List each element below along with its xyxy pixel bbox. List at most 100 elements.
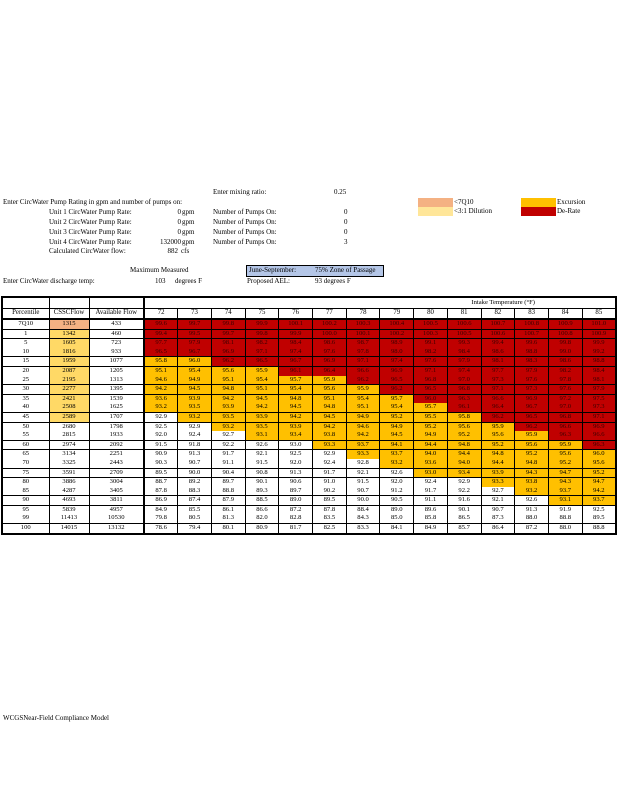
percentile-header: Percentile: [1, 308, 49, 320]
temp-cell-85: 97.9: [581, 384, 616, 395]
available-flow-cell: 1395: [88, 384, 144, 395]
table-row: 99 11413 10530 79.8 80.5 81.3 82.0 82.8 83.5 84.3…: [1, 514, 616, 524]
temp-cell-78: 95.1: [345, 403, 380, 413]
temp-cell-78: 93.3: [345, 449, 380, 459]
calc-flow-label: Calculated CircWater flow:: [49, 247, 126, 255]
temp-cell-74: 94.2: [210, 393, 246, 404]
temp-cell-74: 87.9: [210, 495, 246, 506]
percentile-cell: 70: [1, 458, 49, 468]
unit2-pumps-input[interactable]: 0: [344, 218, 348, 226]
mixing-ratio-input[interactable]: 0.25: [334, 188, 347, 196]
temp-cell-85: 97.3: [581, 403, 616, 413]
temp-cell-76: 82.8: [278, 514, 313, 524]
temp-cell-84: 96.3: [547, 431, 583, 441]
unit4-pumps-input[interactable]: 3: [344, 238, 348, 246]
unit1-pumps-input[interactable]: 0: [344, 208, 348, 216]
unit1-rate-input[interactable]: 0: [177, 208, 182, 216]
percentile-cell: 7Q10: [1, 319, 49, 330]
unit4-rate-input[interactable]: 132000: [160, 238, 181, 246]
temp-cell-81: 94.4: [446, 449, 482, 459]
available-flow-cell: 3811: [88, 495, 144, 506]
temp-cell-79: 89.0: [379, 504, 414, 515]
temp-cell-85: 98.4: [581, 365, 616, 376]
temp-cell-79: 100.2: [379, 328, 414, 339]
table-row: 85 4287 3405 87.8 88.3 88.8 89.3 89.7 90.2 90.7 91…: [1, 486, 616, 496]
temp-cell-79: 93.2: [379, 458, 414, 468]
legend-swatch-7q10: [418, 198, 453, 207]
temp-cell-79: 95.7: [379, 393, 414, 404]
temp-cell-81: 85.7: [446, 523, 482, 534]
temp-cell-83: 98.8: [514, 347, 549, 357]
table-row: 30 2277 1395 94.2 94.5 94.8 95.1 95.4 95.6 95.9 96…: [1, 384, 616, 395]
temp-header-77: 77: [312, 308, 347, 320]
unit4-pumps-label: Number of Pumps On:: [213, 238, 277, 246]
temp-cell-80: 93.0: [413, 467, 448, 478]
temp-cell-81: 100.6: [446, 319, 482, 330]
temp-cell-77: 82.5: [312, 523, 347, 534]
available-flow-cell: 10530: [88, 514, 144, 524]
temp-cell-78: 97.8: [345, 347, 380, 357]
temp-cell-75: 94.5: [244, 393, 279, 404]
temp-header-78: 78: [345, 308, 380, 320]
table-row: 100 14015 13132 78.6 79.4 80.1 80.9 81.7 82.5 83.…: [1, 523, 616, 534]
temp-cell-79: 97.4: [379, 356, 414, 367]
blank-header: [88, 297, 144, 309]
temp-cell-74: 93.2: [210, 421, 246, 432]
cssc-flow-cell: 1342: [48, 328, 89, 339]
temp-cell-79: 96.9: [379, 365, 414, 376]
temp-header-84: 84: [547, 308, 583, 320]
temp-cell-82: 92.7: [480, 486, 515, 496]
temp-cell-80: 95.2: [413, 421, 448, 432]
discharge-temp-input[interactable]: 103: [155, 277, 166, 285]
temp-cell-72: 99.4: [143, 328, 178, 339]
table-row: 80 3886 3004 88.7 89.2 89.7 90.1 90.6 91.0 91.5 92…: [1, 477, 616, 487]
temp-cell-74: 93.9: [210, 403, 246, 413]
temp-cell-75: 92.1: [244, 449, 279, 459]
temp-cell-77: 92.9: [312, 449, 347, 459]
temp-cell-82: 92.1: [480, 495, 515, 506]
temp-cell-72: 78.6: [143, 523, 178, 534]
temp-cell-85: 92.5: [581, 504, 616, 515]
temp-cell-82: 100.7: [480, 319, 515, 330]
temp-cell-84: 98.2: [547, 365, 583, 376]
temp-cell-82: 97.1: [480, 384, 515, 395]
temp-cell-83: 93.8: [514, 477, 549, 487]
temp-cell-73: 90.0: [177, 467, 212, 478]
temp-cell-73: 87.4: [177, 495, 212, 506]
available-flow-cell: 1539: [88, 393, 144, 404]
cssc-flow-cell: 2508: [48, 403, 89, 413]
temp-cell-83: 97.6: [514, 375, 549, 385]
temp-cell-81: 95.2: [446, 431, 482, 441]
unit2-rate-label: Unit 2 CircWater Pump Rate:: [49, 218, 132, 226]
temp-header-79: 79: [379, 308, 414, 320]
temp-cell-74: 96.2: [210, 356, 246, 367]
temp-cell-74: 94.8: [210, 384, 246, 395]
temp-header-75: 75: [244, 308, 279, 320]
percentile-cell: 90: [1, 495, 49, 506]
temp-cell-78: 96.6: [345, 365, 380, 376]
temp-cell-77: 94.5: [312, 411, 347, 423]
unit3-pumps-input[interactable]: 0: [344, 228, 348, 236]
temp-cell-76: 93.4: [278, 431, 313, 441]
percentile-cell: 10: [1, 347, 49, 357]
temp-cell-75: 93.9: [244, 411, 279, 423]
temp-cell-82: 90.7: [480, 504, 515, 515]
temp-cell-78: 94.2: [345, 431, 380, 441]
temp-cell-73: 94.9: [177, 375, 212, 385]
temp-cell-76: 97.4: [278, 347, 313, 357]
temp-cell-72: 92.5: [143, 421, 178, 432]
cssc-flow-cell: 11413: [48, 514, 89, 524]
calc-flow-value: 882: [167, 247, 179, 255]
temp-cell-77: 91.0: [312, 477, 347, 487]
percentile-cell: 45: [1, 411, 49, 423]
temp-cell-75: 93.1: [244, 431, 279, 441]
temp-header-83: 83: [514, 308, 549, 320]
unit1-rate-unit: gpm: [182, 208, 195, 216]
temp-cell-74: 92.7: [210, 431, 246, 441]
unit3-rate-input[interactable]: 0: [177, 228, 182, 236]
legend-label-excursion: Excursion: [557, 198, 586, 206]
temp-cell-79: 90.5: [379, 495, 414, 506]
unit2-rate-input[interactable]: 0: [177, 218, 182, 226]
temp-cell-75: 89.3: [244, 486, 279, 496]
temp-cell-76: 90.6: [278, 477, 313, 487]
